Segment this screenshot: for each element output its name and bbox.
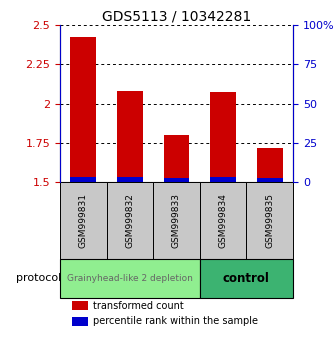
Bar: [200, 259, 293, 298]
Bar: [71, 38, 96, 182]
Text: GSM999833: GSM999833: [172, 193, 181, 248]
Title: GDS5113 / 10342281: GDS5113 / 10342281: [102, 10, 251, 24]
Bar: [164, 178, 189, 182]
Text: control: control: [223, 272, 270, 285]
Bar: [117, 91, 143, 182]
Bar: [210, 92, 236, 182]
Bar: [60, 182, 107, 259]
Bar: [60, 259, 200, 298]
Bar: [107, 182, 153, 259]
Bar: [246, 182, 293, 259]
Text: GSM999832: GSM999832: [125, 193, 135, 248]
Text: GSM999831: GSM999831: [79, 193, 88, 248]
Text: GSM999834: GSM999834: [218, 193, 228, 248]
Bar: [257, 178, 282, 182]
Bar: [210, 177, 236, 182]
Bar: [72, 316, 88, 326]
Text: protocol: protocol: [16, 274, 61, 284]
Bar: [257, 148, 282, 182]
Bar: [72, 301, 88, 310]
Bar: [200, 182, 246, 259]
Bar: [71, 177, 96, 182]
Bar: [153, 182, 200, 259]
Text: transformed count: transformed count: [93, 301, 183, 310]
Text: Grainyhead-like 2 depletion: Grainyhead-like 2 depletion: [67, 274, 193, 283]
Text: percentile rank within the sample: percentile rank within the sample: [93, 316, 257, 326]
Bar: [164, 135, 189, 182]
Text: GSM999835: GSM999835: [265, 193, 274, 248]
Bar: [117, 177, 143, 182]
